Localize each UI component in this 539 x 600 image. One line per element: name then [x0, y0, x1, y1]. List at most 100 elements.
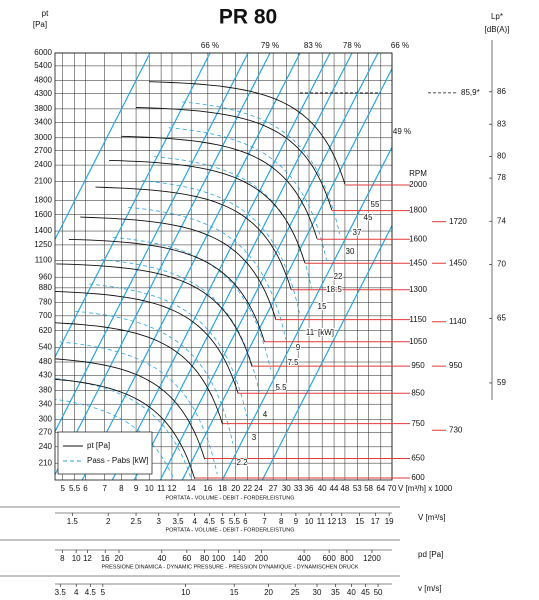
secondary-tick-label: 50: [374, 588, 383, 597]
noise-tick-label: 74: [497, 216, 506, 225]
secondary-tick-label: 8: [60, 554, 65, 563]
x-tick-label: 5.5: [69, 484, 81, 493]
y-tick-label: 1250: [34, 240, 52, 249]
noise-tick-label: 78: [497, 173, 506, 182]
secondary-tick-label: 60: [182, 554, 191, 563]
x-tick-label: 9: [134, 484, 139, 493]
secondary-tick-label: 10: [305, 517, 314, 526]
secondary-tick-label: 5.5: [229, 517, 241, 526]
legend-label: pt [Pa]: [87, 441, 110, 450]
y-tick-label: 1400: [34, 226, 52, 235]
x-tick-label: 22: [243, 484, 252, 493]
y-tick-label: 960: [39, 272, 53, 281]
secondary-axis-caption: PRESSIONE DINAMICA - DYNAMIC PRESSURE - …: [101, 564, 358, 570]
rpm-tick-label: 950: [411, 361, 425, 370]
secondary-axis-caption: PORTATA - VOLUME - DEBIT - FORDERLEISTUN…: [165, 527, 294, 533]
secondary-tick-label: 3: [157, 517, 162, 526]
power-label: 9: [296, 343, 301, 352]
x-tick-label: 44: [330, 484, 339, 493]
fan-curve: [121, 135, 318, 240]
secondary-tick-label: 100: [212, 554, 226, 563]
plot-area: [55, 53, 392, 480]
y-tick-label: 6000: [34, 48, 52, 57]
rpm-tick-label: 650: [411, 454, 425, 463]
noise-axis-label: Lp*: [491, 12, 503, 21]
noise-rpm-label: 1450: [449, 258, 467, 267]
y-tick-label: 2400: [34, 160, 52, 169]
system-line: [81, 53, 301, 480]
rpm-tick-label: 1150: [409, 315, 427, 324]
fan-curve: [95, 186, 292, 290]
y-tick-label: 300: [39, 415, 53, 424]
secondary-tick-label: 3.5: [55, 588, 67, 597]
y-tick-label: 270: [39, 428, 53, 437]
x-tick-label: 6: [83, 484, 88, 493]
noise-tick-label: 59: [497, 378, 506, 387]
fan-curve: [68, 238, 265, 343]
x-axis-caption: PORTATA - VOLUME - DEBIT - FORDERLEISTUN…: [165, 495, 294, 501]
power-label: 7.5: [287, 358, 299, 367]
system-line: [181, 67, 392, 480]
power-curve: [75, 310, 234, 444]
y-tick-label: 1800: [34, 195, 52, 204]
secondary-tick-label: 7: [262, 517, 267, 526]
system-line: [159, 53, 379, 480]
noise-rpm-label: 1720: [449, 217, 467, 226]
secondary-tick-label: 40: [157, 554, 166, 563]
x-tick-label: 48: [340, 484, 349, 493]
noise-tick-label: 86: [497, 87, 506, 96]
secondary-tick-label: 8: [279, 517, 284, 526]
y-tick-label: 240: [39, 442, 53, 451]
secondary-tick-label: 600: [322, 554, 336, 563]
x-tick-label: 10: [145, 484, 154, 493]
secondary-tick-label: 400: [297, 554, 311, 563]
secondary-tick-label: 40: [347, 588, 356, 597]
fan-curve: [80, 216, 277, 320]
y-tick-label: 620: [39, 326, 53, 335]
secondary-tick-label: 4.5: [85, 588, 97, 597]
secondary-tick-label: 2.5: [130, 517, 142, 526]
fan-curve: [56, 263, 253, 367]
x-tick-label: 24: [254, 484, 263, 493]
rpm-tick-label: 600: [411, 473, 425, 482]
secondary-tick-label: 16: [101, 554, 110, 563]
x-tick-label: 8: [119, 484, 124, 493]
secondary-tick-label: 20: [264, 588, 273, 597]
x-tick-label: 5: [60, 484, 65, 493]
y-axis-label: pt: [42, 9, 49, 18]
secondary-tick-label: 4: [74, 588, 79, 597]
noise-axis-unit: [dB(A)]: [485, 25, 510, 34]
secondary-tick-label: 15: [230, 588, 239, 597]
system-line: [221, 145, 392, 480]
power-curve: [101, 259, 260, 392]
x-tick-label: 7: [102, 484, 107, 493]
secondary-tick-label: 45: [361, 588, 370, 597]
secondary-tick-label: 11: [317, 517, 326, 526]
power-label: 11: [306, 328, 315, 337]
system-line: [111, 53, 331, 480]
y-tick-label: 780: [39, 298, 53, 307]
x-tick-label: 53: [353, 484, 362, 493]
fan-curve: [109, 159, 306, 264]
y-tick-label: 3800: [34, 104, 52, 113]
rpm-tick-label: 1300: [409, 285, 427, 294]
secondary-tick-label: 3.5: [172, 517, 184, 526]
y-tick-label: 340: [39, 399, 53, 408]
power-label: 15: [318, 302, 327, 311]
x-tick-label: 18: [218, 484, 227, 493]
noise-tick-label: 80: [497, 152, 506, 161]
noise-marker-label: 85,9*: [461, 88, 480, 97]
secondary-tick-label: 1.5: [67, 517, 79, 526]
efficiency-label: 78 %: [343, 41, 361, 50]
power-label: 2.2: [236, 458, 248, 467]
power-curve: [59, 341, 218, 475]
x-tick-label: 27: [269, 484, 278, 493]
efficiency-label: 66 %: [201, 41, 219, 50]
y-tick-label: 430: [39, 371, 53, 380]
power-curve: [141, 180, 300, 313]
secondary-tick-label: 80: [200, 554, 209, 563]
legend-box: [57, 431, 153, 475]
x-tick-label: 30: [282, 484, 291, 493]
y-tick-label: 3000: [34, 133, 52, 142]
rpm-tick-label: 1600: [409, 234, 427, 243]
